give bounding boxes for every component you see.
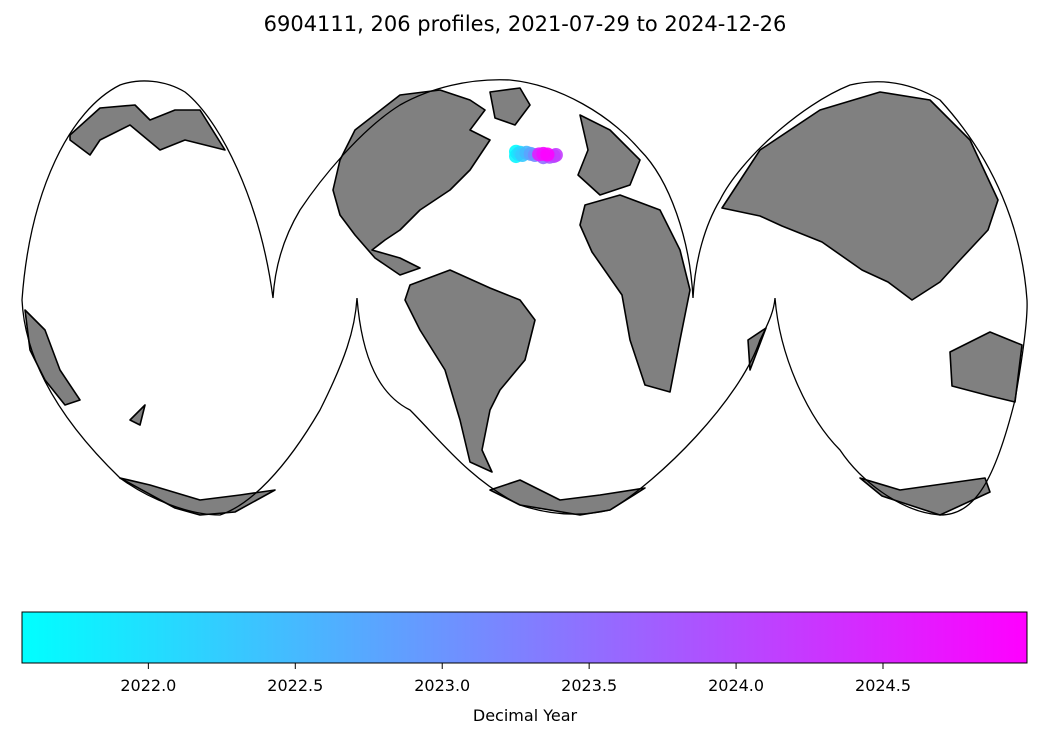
north-america-land [332, 89, 491, 276]
profile-point [540, 147, 555, 162]
europe-land [577, 114, 641, 196]
colorbar-tick-label: 2024.0 [708, 676, 764, 695]
arctic-north-america-land [69, 104, 226, 156]
south-america-land [404, 269, 536, 473]
colorbar-tick-label: 2022.0 [120, 676, 176, 695]
colorbar-label: Decimal Year [473, 706, 578, 725]
asia-land [721, 91, 999, 301]
colorbar-tick-label: 2022.5 [267, 676, 323, 695]
colorbar-tick-label: 2024.5 [855, 676, 911, 695]
africa-land [579, 194, 691, 393]
new-zealand-land [129, 404, 146, 426]
australia-west-part [24, 309, 81, 406]
profile-points [509, 144, 563, 165]
map-boundary [21, 79, 1028, 516]
australia-land [949, 331, 1023, 403]
antarctica-east-part [859, 477, 991, 516]
antarctica-west-part [119, 477, 276, 516]
colorbar-ticks: 2022.0 2022.5 2023.0 2023.5 2024.0 2024.5 [120, 663, 911, 695]
greenland-land [489, 87, 531, 126]
colorbar-tick-label: 2023.5 [561, 676, 617, 695]
antarctica-central-part [489, 479, 646, 516]
map-title: 6904111, 206 profiles, 2021-07-29 to 202… [263, 12, 787, 36]
land [24, 87, 1023, 516]
colorbar-tick-label: 2023.0 [414, 676, 470, 695]
colorbar [21, 611, 1028, 664]
